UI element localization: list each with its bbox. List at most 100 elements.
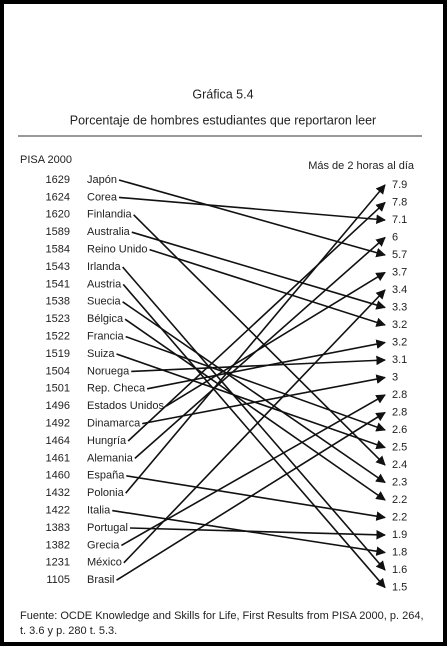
right-value: 2.5 [392,441,407,453]
score: 1543 [46,261,70,273]
score: 1538 [46,296,70,308]
connector [133,214,386,466]
connector [131,355,386,373]
right-value: 7.9 [392,179,407,191]
connector [129,527,386,540]
score: 1383 [46,522,70,534]
right-value: 2.3 [392,476,407,488]
right-value: 1.6 [392,564,407,576]
country: Australia [87,226,131,238]
score: 1432 [46,487,70,499]
country: Portugal [87,522,128,534]
source: Fuente: OCDE Knowledge and Skills for Li… [20,610,424,622]
score: 1422 [46,505,70,517]
score: 1620 [46,209,70,221]
score: 1541 [46,278,70,290]
connector [123,289,386,564]
country: España [87,470,125,482]
connector [124,318,386,501]
right-value: 2.8 [392,406,407,418]
right-value: 3.2 [392,319,407,331]
score: 1382 [46,539,70,551]
score: 1496 [46,400,70,412]
country: Hungría [87,435,127,447]
connector [125,184,386,494]
connector [116,411,386,581]
right-value: 7.8 [392,196,407,208]
score: 1461 [46,452,70,464]
right-value: 3.4 [392,284,407,296]
right-value: 2.8 [392,389,407,401]
score: 1519 [46,348,70,360]
connector [126,475,386,521]
chart-subtitle: Porcentaje de hombres estudiantes que re… [70,113,376,127]
country: Alemania [87,452,134,464]
score: 1504 [46,365,70,377]
right-value: 3 [392,371,398,383]
country: Dinamarca [87,418,141,430]
country: Brasil [87,574,115,586]
right-value: 1.9 [392,529,407,541]
right-value: 3.7 [392,266,407,278]
country: Finlandia [87,209,133,221]
right-value: 1.8 [392,546,407,558]
right-value: 3.3 [392,301,407,313]
country: Polonia [87,487,125,499]
chart-title: Gráfica 5.4 [192,87,253,101]
connector [122,283,386,589]
source: t. 3.6 y p. 280 t. 5.3. [20,625,117,637]
country: Reino Unido [87,244,148,256]
connector [122,301,386,484]
connector [149,248,386,327]
right-value: 2.4 [392,459,407,471]
right-value: 3.1 [392,354,407,366]
right-label: Más de 2 horas al día [308,160,415,172]
country: Estados Unidos [87,400,165,412]
right-value: 6 [392,231,398,243]
connector [127,201,386,442]
connector [118,196,386,225]
right-value: 3.2 [392,336,407,348]
right-value: 5.7 [392,249,407,261]
score: 1522 [46,331,70,343]
country: Noruega [87,365,130,377]
country: Austria [87,278,122,290]
country: Irlanda [87,261,122,273]
score: 1464 [46,435,70,447]
score: 1589 [46,226,70,238]
right-value: 2.2 [392,494,407,506]
connector [146,339,386,390]
score: 1105 [46,574,70,586]
country: Rep. Checa [87,383,146,395]
score: 1629 [46,174,70,186]
connector [118,179,386,258]
right-value: 1.5 [392,581,407,593]
country: Corea [87,191,118,203]
connector [125,335,386,432]
left-label: PISA 2000 [20,154,72,166]
country: Italia [87,505,111,517]
country: Grecia [87,539,120,551]
right-value: 2.2 [392,511,407,523]
score: 1492 [46,418,70,430]
score: 1501 [46,383,70,395]
country: Suiza [87,348,115,360]
connector [134,236,386,459]
score: 1460 [46,470,70,482]
country: Francia [87,331,125,343]
country: Japón [87,174,117,186]
country: Suecia [87,296,122,308]
connector [122,266,386,571]
score: 1523 [46,313,70,325]
connector [165,271,386,407]
connector [131,231,386,310]
country: México [87,557,122,569]
score: 1584 [46,244,70,256]
score: 1231 [46,557,70,569]
score: 1624 [46,191,70,203]
right-value: 7.1 [392,214,407,226]
right-value: 2.6 [392,424,407,436]
country: Bélgica [87,313,124,325]
